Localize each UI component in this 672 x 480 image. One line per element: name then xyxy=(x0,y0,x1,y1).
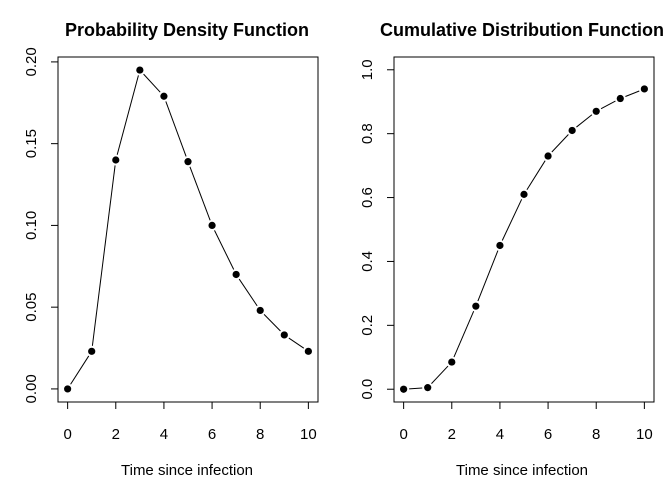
cdf-x-tick-label: 6 xyxy=(544,426,552,443)
cdf-series-segment xyxy=(600,100,616,110)
pdf-data-point xyxy=(232,270,240,279)
pdf-x-axis-label: Time since infection xyxy=(121,462,253,479)
cdf-plot-frame xyxy=(393,56,655,403)
pdf-y-tick-label: 0.15 xyxy=(23,129,40,158)
pdf-y-tick-label: 0.05 xyxy=(23,293,40,322)
pdf-y-axis: 0.00 0.05 0.10 0.15 0.20 xyxy=(23,47,59,404)
pdf-series-segment xyxy=(91,165,116,346)
cdf-data-point xyxy=(616,94,624,103)
cdf-y-tick-label: 1.0 xyxy=(359,59,376,80)
pdf-series-segment xyxy=(116,75,139,155)
cdf-x-tick-label: 10 xyxy=(636,426,653,443)
pdf-data-point xyxy=(304,347,312,355)
cdf-series-segment xyxy=(409,387,423,390)
cdf-data-point xyxy=(496,241,504,250)
cdf-series-segment xyxy=(526,160,546,190)
cdf-data-point xyxy=(544,152,552,160)
cdf-data-point xyxy=(592,107,600,115)
pdf-x-axis: 0 2 4 6 8 10 xyxy=(63,401,317,443)
cdf-data-point xyxy=(640,85,648,93)
cdf-series-segment xyxy=(453,311,475,358)
cdf-data-point xyxy=(448,358,456,366)
cdf-y-tick-label: 0.6 xyxy=(359,187,376,208)
cdf-data-point xyxy=(472,302,480,310)
cdf-panel: Cumulative Distribution Function 0 2 4 6 8 10… xyxy=(359,20,664,479)
pdf-panel: Probability Density Function 0 2 4 6 8 10 0.0… xyxy=(23,20,319,479)
pdf-data-point xyxy=(184,158,192,166)
cdf-data-point xyxy=(400,385,408,393)
pdf-y-tick-label: 0.00 xyxy=(23,374,40,403)
cdf-x-axis: 0 2 4 6 8 10 xyxy=(399,401,653,443)
cdf-y-tick-label: 0.2 xyxy=(359,315,376,336)
cdf-x-axis-label: Time since infection xyxy=(456,462,588,479)
pdf-series-segment xyxy=(189,166,211,221)
pdf-series-segment xyxy=(263,314,281,332)
pdf-x-tick-label: 8 xyxy=(256,426,264,443)
cdf-x-tick-label: 8 xyxy=(592,426,600,443)
pdf-series-segment xyxy=(288,337,305,349)
cdf-x-tick-label: 2 xyxy=(448,426,456,443)
cdf-series-segment xyxy=(501,199,523,241)
cdf-data-point xyxy=(568,126,576,135)
cdf-y-tick-label: 0.8 xyxy=(359,123,376,144)
pdf-series-segment xyxy=(165,101,187,157)
pdf-x-tick-label: 10 xyxy=(300,426,317,443)
cdf-series-segment xyxy=(576,114,593,128)
cdf-x-tick-label: 0 xyxy=(399,426,407,443)
pdf-x-tick-label: 4 xyxy=(160,426,168,443)
cdf-y-axis: 0.0 0.2 0.4 0.6 0.8 1.0 xyxy=(359,59,395,400)
pdf-chart-title: Probability Density Function xyxy=(65,20,309,40)
pdf-series-segment xyxy=(214,230,235,270)
pdf-data-point xyxy=(112,156,120,164)
pdf-data-point xyxy=(280,331,288,339)
cdf-y-tick-label: 0.0 xyxy=(359,379,376,400)
pdf-x-tick-label: 6 xyxy=(208,426,216,443)
cdf-data-point xyxy=(424,384,432,392)
pdf-x-tick-label: 0 xyxy=(63,426,71,443)
pdf-series xyxy=(64,66,312,393)
cdf-chart-title: Cumulative Distribution Function xyxy=(380,20,664,40)
pdf-data-point xyxy=(64,385,72,393)
pdf-series-segment xyxy=(143,73,161,93)
pdf-y-tick-label: 0.10 xyxy=(23,211,40,240)
pdf-x-tick-label: 2 xyxy=(112,426,120,443)
pdf-plot-frame xyxy=(57,56,319,403)
cdf-series-segment xyxy=(625,90,640,97)
cdf-series-segment xyxy=(551,134,569,153)
pdf-data-point xyxy=(256,306,264,315)
pdf-series-segment xyxy=(238,278,258,307)
pdf-data-point xyxy=(160,92,168,100)
cdf-series-segment xyxy=(431,365,449,384)
pdf-data-point xyxy=(208,221,216,230)
cdf-series xyxy=(400,85,648,393)
pdf-y-tick-label: 0.20 xyxy=(23,47,40,76)
cdf-data-point xyxy=(520,190,528,198)
cdf-y-tick-label: 0.4 xyxy=(359,251,376,272)
cdf-series-segment xyxy=(477,250,499,302)
pdf-data-point xyxy=(88,347,96,355)
pdf-series-segment xyxy=(70,355,90,385)
pdf-data-point xyxy=(136,66,144,74)
cdf-x-tick-label: 4 xyxy=(496,426,504,443)
